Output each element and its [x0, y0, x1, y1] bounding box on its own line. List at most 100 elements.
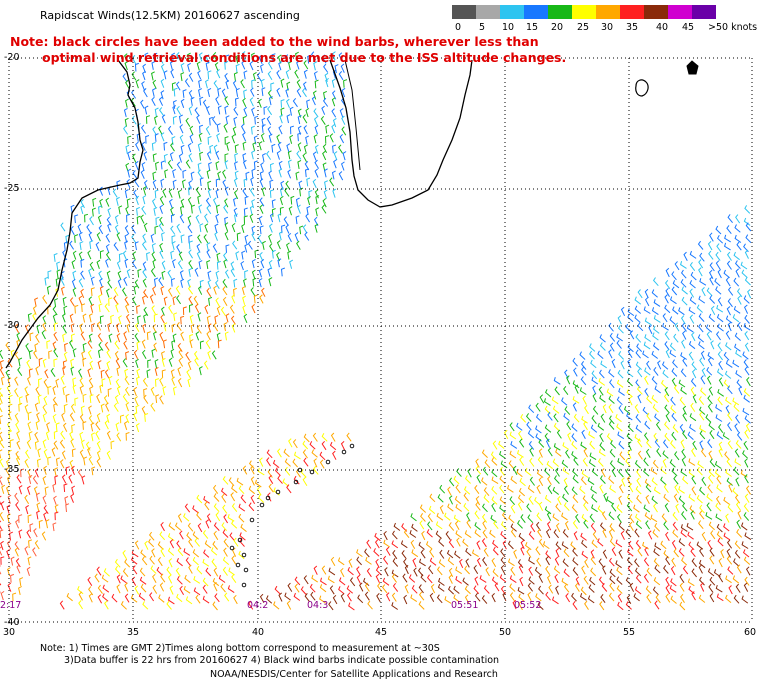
- wind-barb: [204, 223, 209, 233]
- wind-barb: [222, 529, 229, 538]
- wind-barb: [243, 313, 248, 323]
- wind-barb: [159, 582, 165, 592]
- wind-barb: [580, 586, 587, 596]
- wind-barb: [202, 558, 210, 567]
- wind-barb: [87, 576, 93, 586]
- wind-barb: [131, 55, 137, 65]
- wind-barb: [483, 494, 490, 503]
- wind-barb: [153, 206, 158, 216]
- mozambique-coastline: [329, 59, 473, 208]
- wind-barb: [132, 153, 137, 163]
- wind-barb: [392, 549, 398, 560]
- wind-barb: [300, 469, 307, 478]
- wind-barb: [188, 153, 193, 163]
- wind-barb: [716, 235, 724, 244]
- wind-barb: [266, 457, 271, 467]
- wind-barb: [426, 529, 433, 538]
- wind-barb: [154, 359, 159, 369]
- wind-barb: [229, 304, 235, 314]
- wind-barb: [35, 366, 40, 376]
- wind-barb: [725, 575, 732, 584]
- wind-barb: [140, 99, 145, 109]
- wind-barb: [285, 88, 290, 98]
- wind-barb: [231, 555, 237, 565]
- wind-barb: [164, 169, 169, 179]
- wind-barb: [141, 556, 148, 566]
- wind-barb: [53, 348, 59, 358]
- wind-barb: [43, 395, 48, 406]
- wind-barb: [611, 467, 617, 478]
- wind-barb: [718, 573, 724, 583]
- wind-barb: [456, 468, 462, 477]
- wind-barb: [698, 396, 705, 406]
- wind-barb: [142, 195, 147, 205]
- wind-barb: [80, 270, 85, 280]
- wind-barb: [287, 169, 292, 179]
- wind-barb: [392, 558, 399, 567]
- wind-barb: [742, 407, 750, 416]
- wind-barb: [161, 260, 166, 270]
- wind-barb: [555, 448, 562, 457]
- lat-label: -40: [4, 617, 20, 628]
- wind-barb: [341, 126, 347, 136]
- wind-barb: [348, 558, 353, 568]
- wind-barb: [163, 141, 168, 151]
- wind-barb: [583, 575, 589, 585]
- wind-barb: [669, 349, 677, 358]
- wind-barb: [16, 332, 21, 342]
- wind-barb: [510, 504, 516, 514]
- wind-barb: [287, 250, 292, 260]
- wind-barb: [588, 431, 595, 439]
- wind-barb: [144, 413, 149, 422]
- wind-barb: [188, 538, 194, 548]
- wind-barb: [144, 540, 149, 550]
- wind-barb: [0, 376, 5, 386]
- wind-barb: [616, 423, 623, 432]
- wind-barb: [545, 438, 551, 448]
- wind-barb: [735, 214, 741, 224]
- wind-barb: [625, 577, 632, 586]
- wind-barb: [699, 440, 704, 450]
- wind-barb: [661, 513, 668, 523]
- wind-barb: [259, 252, 264, 262]
- wind-barb: [132, 170, 138, 180]
- wind-barb: [744, 342, 750, 352]
- wind-barb: [199, 96, 204, 106]
- wind-barb: [598, 576, 605, 586]
- wind-barb: [448, 522, 455, 531]
- wind-barb: [227, 585, 235, 594]
- wind-barb: [510, 441, 518, 449]
- wind-barb: [747, 289, 752, 299]
- wind-barb: [0, 476, 3, 486]
- wind-barb: [194, 267, 199, 277]
- wind-barb: [240, 523, 247, 532]
- wind-barb: [544, 389, 552, 398]
- wind-barb: [572, 547, 578, 557]
- wind-barb: [689, 250, 697, 259]
- wind-barb: [552, 405, 560, 414]
- wind-barb: [551, 396, 559, 405]
- wind-barb: [591, 370, 598, 380]
- wind-barb: [642, 350, 649, 359]
- wind-barb: [28, 431, 33, 441]
- wind-barb: [322, 150, 327, 161]
- wind-barb: [448, 567, 454, 578]
- wind-barb: [62, 366, 67, 376]
- wind-barb: [0, 546, 3, 556]
- wind-barb: [717, 323, 724, 332]
- wind-barb: [72, 377, 77, 387]
- quality-flag-circle: [241, 582, 247, 588]
- wind-barb: [518, 600, 523, 611]
- wind-barb: [573, 413, 580, 423]
- wind-barb: [180, 98, 185, 108]
- wind-barb: [211, 558, 217, 568]
- wind-barb: [455, 503, 462, 512]
- wind-barb: [284, 592, 291, 601]
- wind-barb: [160, 178, 165, 188]
- wind-barb: [296, 240, 301, 250]
- wind-barb: [472, 549, 479, 558]
- wind-barb: [727, 440, 733, 450]
- wind-barb: [116, 574, 121, 584]
- wind-barb: [123, 53, 129, 63]
- wind-barb: [627, 343, 634, 353]
